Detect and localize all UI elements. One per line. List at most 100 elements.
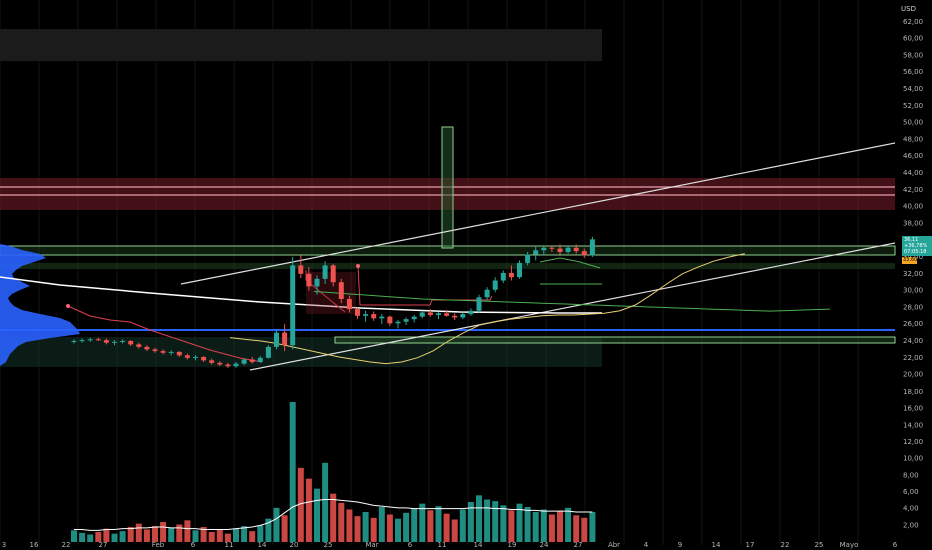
- volume-bar: [346, 509, 353, 542]
- volume-bar: [103, 528, 110, 542]
- volume-bar: [176, 524, 183, 542]
- price-tick-label: 58,00: [903, 51, 923, 59]
- time-tick-label: 3: [2, 541, 6, 549]
- candle-body: [363, 314, 369, 316]
- volume-bar: [370, 517, 377, 542]
- support-box: [334, 336, 896, 344]
- candle-body: [225, 364, 231, 367]
- time-tick-label: Feb: [152, 541, 165, 549]
- time-tick-label: 14: [258, 541, 267, 549]
- volume-bar: [403, 512, 410, 542]
- candle-body: [290, 265, 296, 346]
- price-tick-label: 32,00: [903, 270, 923, 278]
- volume-bar: [224, 533, 231, 542]
- candle-body: [403, 319, 409, 322]
- volume-bar: [71, 530, 77, 542]
- stop-marker-1: [66, 304, 70, 308]
- volume-bar: [330, 493, 337, 542]
- candle-body: [112, 341, 117, 343]
- volume-bar: [476, 495, 482, 542]
- candle-body: [160, 351, 166, 353]
- last-price-countdown: 07:05:18: [904, 249, 927, 256]
- time-tick-label: 27: [99, 541, 108, 549]
- volume-bar: [411, 508, 418, 542]
- volume-bar: [581, 517, 588, 542]
- candle-body: [217, 362, 223, 365]
- time-tick-label: 14: [712, 541, 721, 549]
- volume-bar: [354, 516, 361, 542]
- candle-body: [79, 340, 85, 342]
- time-tick-label: 14: [474, 541, 483, 549]
- candle-body: [87, 339, 93, 341]
- indicator-line-2: [229, 253, 745, 365]
- volume-bar: [492, 501, 499, 542]
- candle-body: [427, 312, 433, 315]
- volume-bar: [127, 527, 134, 542]
- volume-bar: [289, 402, 296, 542]
- candle-body: [168, 351, 174, 353]
- volume-bar: [378, 507, 385, 542]
- volume-bar: [508, 510, 515, 542]
- price-tick-label: 20,00: [903, 371, 923, 379]
- volume-bar: [386, 514, 393, 542]
- volume-tick-label: 14,00: [903, 421, 923, 429]
- volume-bar: [451, 519, 458, 542]
- candle-body: [517, 262, 522, 278]
- candle-body: [136, 344, 142, 347]
- price-tick-label: 30,00: [903, 287, 923, 295]
- candle-body: [274, 332, 279, 347]
- candle-body: [314, 278, 320, 287]
- candle-body: [103, 340, 109, 343]
- volume-bar: [540, 509, 547, 542]
- last-price-value: 36,11: [904, 237, 919, 244]
- candle-body: [152, 349, 158, 352]
- volume-tick-label: 4,00: [903, 505, 919, 513]
- time-tick-label: Mar: [365, 541, 378, 549]
- lower-channel-line: [249, 242, 896, 371]
- candle-body: [355, 309, 360, 316]
- candle-body: [306, 273, 312, 287]
- volume-profile: [0, 244, 80, 366]
- time-tick-label: 16: [30, 541, 39, 549]
- stop-marker-2: [356, 264, 360, 268]
- volume-bar: [565, 507, 572, 542]
- volume-tick-label: 6,00: [903, 488, 919, 496]
- time-tick-label: Mayo: [840, 541, 859, 549]
- price-tick-label: 24,00: [903, 337, 923, 345]
- volume-bar: [338, 502, 345, 542]
- price-tick-label: 48,00: [903, 135, 923, 143]
- time-tick-label: 24: [540, 541, 549, 549]
- upper-channel-line: [180, 142, 896, 285]
- price-tick-label: 62,00: [903, 18, 923, 26]
- volume-bar: [516, 503, 523, 542]
- candle-body: [573, 247, 579, 252]
- trailing-stop-2: [357, 265, 493, 306]
- volume-bar: [281, 515, 288, 542]
- candle-body: [436, 313, 441, 315]
- moving-average-white: [0, 276, 602, 314]
- volume-bar: [467, 502, 474, 542]
- time-tick-label: Abr: [608, 541, 620, 549]
- volume-tick-label: 8,00: [903, 471, 919, 479]
- green-stop: [539, 257, 601, 269]
- volume-bar: [459, 509, 466, 542]
- volume-bar: [233, 528, 239, 542]
- volume-bar: [273, 507, 280, 542]
- candle-body: [241, 359, 247, 364]
- minor-zone: [0, 263, 895, 269]
- candle-body: [589, 239, 595, 256]
- volume-bar: [427, 510, 434, 542]
- time-tick-label: 6: [408, 541, 413, 549]
- candle-body: [120, 341, 126, 342]
- candle-body: [565, 247, 571, 252]
- candle-body: [444, 313, 450, 316]
- currency-label[interactable]: USD: [901, 5, 916, 13]
- volume-bar: [143, 529, 150, 542]
- candle-body: [476, 297, 482, 311]
- candle-body: [533, 250, 539, 255]
- candle-body: [265, 346, 271, 358]
- volume-bar: [95, 532, 102, 542]
- volume-bar: [435, 506, 442, 542]
- candle-body: [387, 316, 393, 324]
